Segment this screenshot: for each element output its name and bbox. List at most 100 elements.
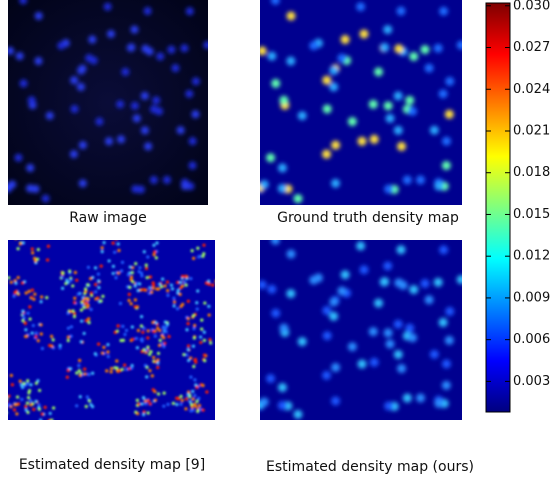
speckle (69, 279, 72, 282)
speckle (166, 289, 169, 292)
speckle (24, 328, 27, 331)
speckle (61, 275, 64, 278)
cell-blob (77, 83, 85, 91)
speckle (203, 301, 206, 304)
cell-blob (439, 7, 448, 16)
speckle (179, 403, 182, 406)
speckle (90, 308, 93, 311)
speckle (145, 267, 148, 270)
speckle (7, 276, 10, 279)
speckle (102, 241, 105, 244)
speckle (172, 297, 175, 300)
speckle (26, 401, 29, 404)
speckle (135, 337, 138, 340)
speckle (24, 405, 27, 408)
speckle (89, 277, 92, 280)
speckle (192, 314, 195, 317)
cell-blob (70, 150, 78, 158)
cell-blob (457, 275, 466, 284)
speckle (94, 297, 97, 300)
speckle (69, 310, 72, 313)
speckle (184, 275, 187, 278)
speckle (29, 403, 32, 406)
cell-blob (370, 135, 379, 144)
speckle (144, 364, 147, 367)
speckle (172, 402, 175, 405)
speckle (195, 386, 198, 389)
cell-blob (188, 162, 196, 170)
speckle (77, 293, 80, 296)
cell-blob (374, 67, 383, 76)
speckle (47, 245, 50, 248)
cell-blob (329, 312, 338, 321)
cell-blob (85, 54, 93, 62)
cell-blob (416, 393, 425, 402)
speckle (28, 389, 31, 392)
speckle (147, 329, 150, 332)
cell-blob (397, 7, 406, 16)
cell-blob (380, 277, 389, 286)
speckle (187, 359, 190, 362)
cell-blob (439, 318, 448, 327)
speckle (134, 298, 137, 301)
speckle (186, 393, 189, 396)
speckle (142, 397, 145, 400)
speckle (130, 366, 133, 369)
cell-blob (405, 96, 414, 105)
speckle (205, 390, 208, 393)
speckle (134, 262, 137, 265)
speckle (91, 372, 94, 375)
speckle (129, 265, 132, 268)
speckle (28, 290, 31, 293)
cell-blob (260, 180, 269, 189)
speckle (32, 408, 35, 411)
cell-blob (403, 175, 412, 184)
speckle (84, 287, 87, 290)
cell-blob (357, 360, 366, 369)
speckle (142, 413, 145, 416)
speckle (112, 241, 115, 244)
cell-blob (337, 54, 346, 63)
speckle (30, 296, 33, 299)
speckle (182, 353, 185, 356)
speckle (70, 325, 73, 328)
speckle (29, 399, 32, 402)
speckle (10, 374, 13, 377)
cell-blob (356, 2, 365, 11)
colorbar-tick-label: 0.018 (513, 165, 550, 180)
speckle (179, 293, 182, 296)
speckle (152, 284, 155, 287)
cell-blob (287, 250, 296, 259)
speckle (39, 323, 42, 326)
speckle (24, 321, 27, 324)
speckle (66, 376, 69, 379)
speckle (193, 358, 196, 361)
speckle (152, 356, 155, 359)
cell-blob (405, 324, 414, 333)
speckle (208, 338, 211, 341)
cell-blob (16, 52, 24, 60)
speckle (148, 288, 151, 291)
cell-blob (409, 285, 418, 294)
speckle (4, 405, 7, 408)
speckle (113, 366, 116, 369)
speckle (97, 286, 100, 289)
speckle (33, 257, 36, 260)
speckle (117, 271, 120, 274)
speckle (87, 373, 90, 376)
speckle (58, 346, 61, 349)
cell-blob (26, 164, 34, 172)
speckle (146, 255, 149, 258)
speckle (195, 301, 198, 304)
speckle (91, 405, 94, 408)
speckle (26, 379, 29, 382)
cell-blob (394, 91, 403, 100)
speckle (16, 395, 19, 398)
colorbar-tick-label: 0.003 (513, 374, 550, 389)
cell-blob (121, 68, 129, 76)
speckle (202, 244, 205, 247)
speckle (140, 274, 143, 277)
speckle (0, 408, 3, 411)
cell-blob (278, 184, 287, 193)
speckle (80, 309, 83, 312)
